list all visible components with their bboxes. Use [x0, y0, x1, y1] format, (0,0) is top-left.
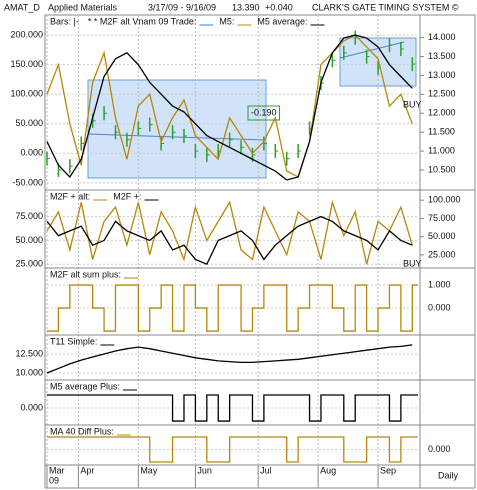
- y-tick-label: 0.000: [20, 148, 43, 158]
- series-line: [46, 34, 413, 178]
- legend-label: M5:: [219, 16, 234, 26]
- channel-line: [87, 133, 267, 141]
- channel-line: [339, 41, 405, 59]
- y-tick-label: 0.000: [20, 402, 43, 412]
- price-change: +0.040: [265, 2, 293, 12]
- x-tick-label: Jul: [260, 465, 272, 475]
- y2-tick-label: 11.000: [428, 145, 455, 155]
- x-tick-label: Mar: [49, 465, 65, 475]
- y-tick-label: 12.500: [15, 348, 43, 358]
- legend-label: MA 40 Diff Plus:: [50, 426, 114, 436]
- annotation-box: [247, 105, 281, 121]
- y2-tick-label: 75.000: [428, 213, 456, 223]
- y2-tick-label: 13.500: [428, 51, 456, 61]
- y-tick-label: 10.000: [15, 367, 43, 377]
- company-name: Applied Materials: [48, 2, 118, 12]
- legend-label: * * M2F alt Vnam 09 Trade:: [88, 16, 197, 26]
- y-tick-label: 1.000: [428, 279, 451, 289]
- x-tick-label: Apr: [80, 465, 94, 475]
- y2-tick-label: 10.500: [428, 164, 456, 174]
- period-label: Daily: [438, 470, 459, 480]
- system-name: CLARK'S GATE TIMING SYSTEM ©: [312, 2, 459, 12]
- annotation: -0.190: [251, 107, 277, 117]
- x-tick-label: Sep: [380, 465, 396, 475]
- annotation: BUY: [403, 258, 422, 268]
- symbol: AMAT_D: [4, 2, 40, 12]
- series-line: [46, 215, 413, 266]
- y2-tick-label: 25.000: [428, 249, 456, 259]
- date-range: 3/17/09 - 9/16/09: [148, 2, 216, 12]
- y-tick-label: 0.000: [428, 302, 451, 312]
- legend-label: M5 average Plus:: [50, 381, 120, 391]
- y2-tick-label: 11.500: [428, 127, 455, 137]
- series-line: [46, 344, 413, 374]
- series-step: [47, 284, 418, 332]
- y-tick-label: -50.000: [12, 177, 43, 187]
- x-tick-label: Jun: [197, 465, 212, 475]
- last-price: 13.390: [232, 2, 260, 12]
- legend-label: M2F alt sum plus:: [50, 269, 121, 279]
- y2-tick-label: 100.000: [428, 195, 461, 205]
- y-tick-label: 75.000: [15, 211, 43, 221]
- legend-label: M5 average:: [257, 16, 307, 26]
- y2-tick-label: 12.500: [428, 89, 456, 99]
- y-tick-label: 0.000: [428, 444, 451, 454]
- x-tick-label: May: [140, 465, 158, 475]
- series-step: [47, 394, 418, 422]
- legend-label: T11 Simple:: [50, 336, 97, 346]
- y-tick-label: 50.000: [15, 118, 43, 128]
- y-tick-label: 100.000: [10, 89, 43, 99]
- x-year-label: 09: [49, 475, 59, 485]
- y-tick-label: 25.000: [15, 259, 43, 269]
- legend-label: Bars: |-: [50, 16, 79, 26]
- legend-label: M2F +:: [113, 191, 141, 201]
- series-line: [46, 199, 413, 265]
- y2-tick-label: 12.000: [428, 108, 456, 118]
- legend-label: M2F + alt:: [50, 191, 90, 201]
- y2-tick-label: 13.000: [428, 70, 456, 80]
- y2-tick-label: 14.000: [428, 32, 456, 42]
- x-tick-label: Aug: [320, 465, 336, 475]
- series-line: [46, 34, 413, 181]
- y2-tick-label: 50.000: [428, 231, 456, 241]
- y-tick-label: 50.000: [15, 235, 43, 245]
- y-tick-label: 200.000: [10, 29, 43, 39]
- series-step: [47, 436, 418, 463]
- y-tick-label: 150.000: [10, 59, 43, 69]
- annotation: BUY: [403, 99, 422, 109]
